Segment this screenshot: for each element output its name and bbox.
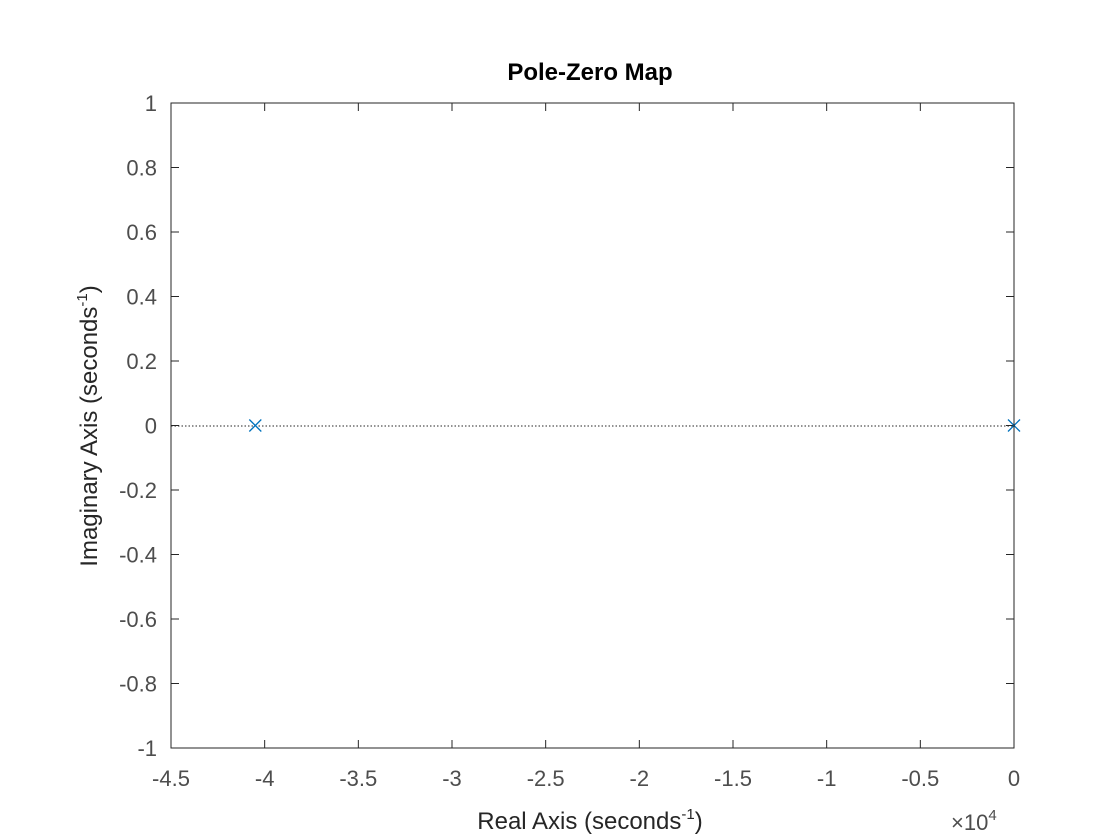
chart-title: Pole-Zero Map (507, 59, 672, 86)
x-tick-label: -3.5 (339, 766, 377, 791)
y-tick-label: -0.4 (119, 543, 157, 568)
pole-marker (248, 419, 262, 432)
x-axis-exponent: ×104 (951, 807, 997, 835)
y-axis-label: Imaginary Axis (seconds-1) (74, 285, 103, 566)
x-tick-label: -2.5 (527, 766, 565, 791)
y-tick-label: -0.2 (119, 478, 157, 503)
x-tick-label: -2 (630, 766, 650, 791)
y-tick-label: 0.4 (126, 285, 157, 310)
y-tick-label: 0.6 (126, 220, 157, 245)
y-tick-label: 0 (145, 414, 157, 439)
y-tick-label: -1 (137, 736, 157, 761)
x-tick-label: -4.5 (152, 766, 190, 791)
y-tick-label: -0.6 (119, 607, 157, 632)
ticks: -4.5 -4 -3.5 -3 -2.5 -2 -1.5 -1 -0.5 0 -1 -0.8 -0.6 -… (119, 91, 1020, 791)
y-tick-label: -0.8 (119, 672, 157, 697)
axes-box (170, 102, 1015, 749)
y-tick-label: 0.2 (126, 349, 157, 374)
x-tick-label: -3 (442, 766, 462, 791)
x-tick-label: -4 (255, 766, 275, 791)
x-tick-label: -1.5 (714, 766, 752, 791)
x-tick-label: -0.5 (901, 766, 939, 791)
x-tick-label: -1 (817, 766, 837, 791)
x-axis-label: Real Axis (seconds-1) (477, 806, 702, 835)
y-tick-label: 0.8 (126, 156, 157, 181)
x-tick-label: 0 (1008, 766, 1020, 791)
y-tick-label: 1 (145, 91, 157, 116)
